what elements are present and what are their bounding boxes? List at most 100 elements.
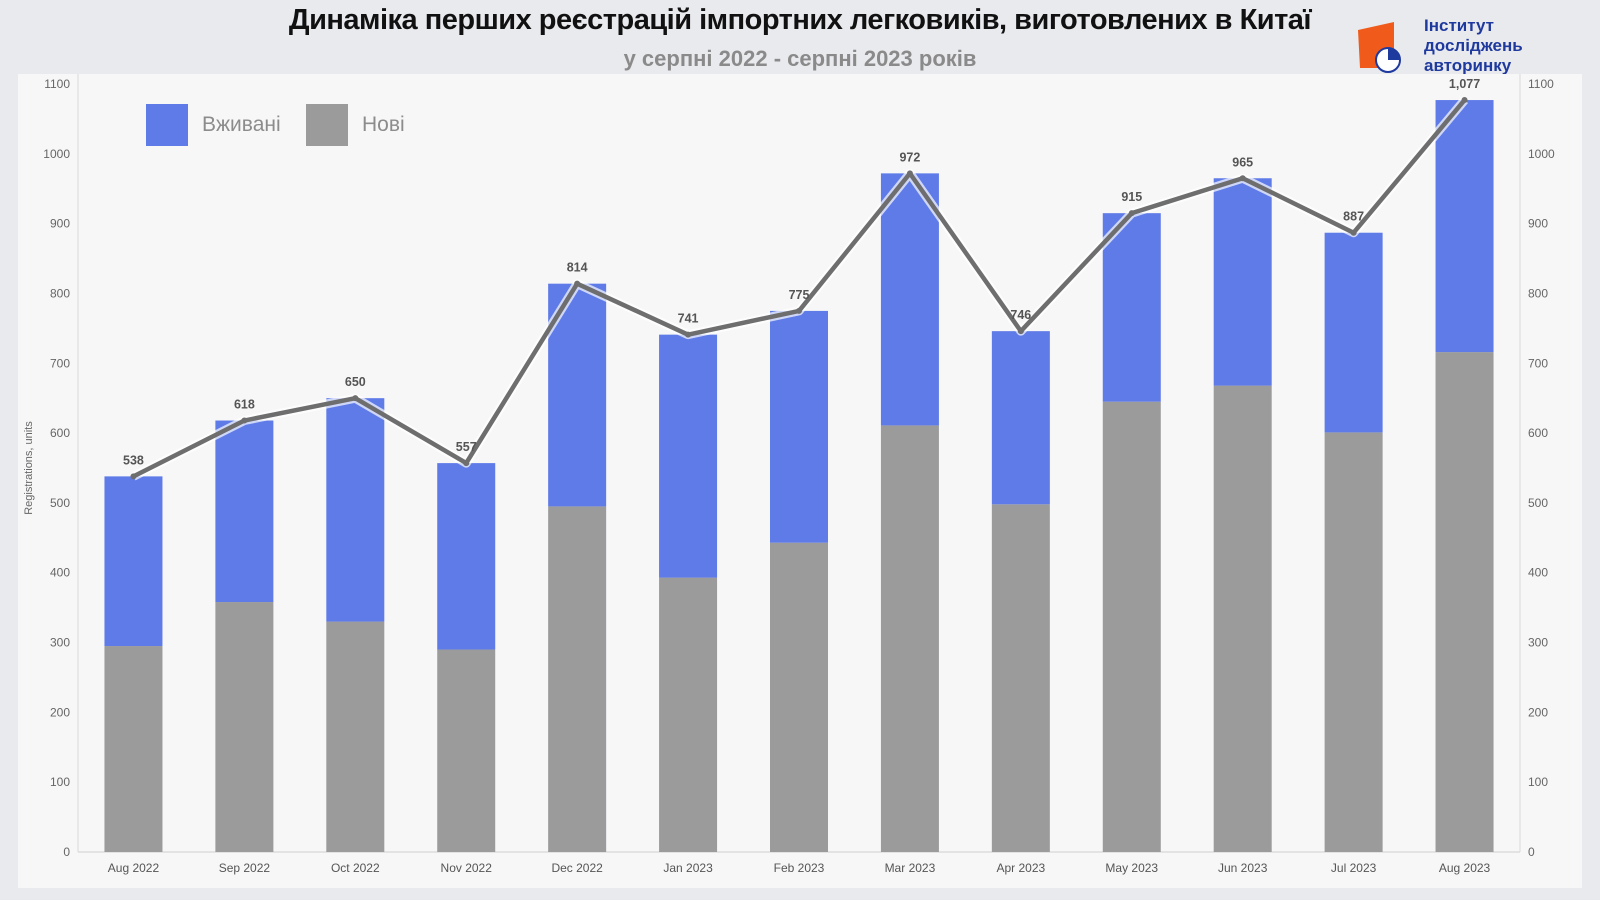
y-tick-label: 800 bbox=[50, 286, 70, 300]
y-tick-label-right: 400 bbox=[1528, 566, 1548, 580]
total-point bbox=[1350, 229, 1357, 236]
total-data-label: 557 bbox=[456, 440, 477, 454]
logo-line-2: досліджень bbox=[1424, 36, 1523, 55]
total-line bbox=[130, 97, 1468, 481]
x-tick-label: Jul 2023 bbox=[1331, 861, 1377, 875]
bar-used bbox=[770, 310, 828, 543]
y-tick-label: 900 bbox=[50, 217, 70, 231]
x-tick-label: Sep 2022 bbox=[219, 861, 271, 875]
y-tick-label-right: 500 bbox=[1528, 496, 1548, 510]
x-tick-label: Aug 2022 bbox=[108, 861, 160, 875]
y-tick-label: 100 bbox=[50, 775, 70, 789]
total-point bbox=[352, 395, 359, 402]
total-point bbox=[463, 460, 470, 467]
total-point bbox=[906, 170, 913, 177]
total-data-label: 814 bbox=[567, 261, 588, 275]
axes: 0 0 100 100 200 200 300 300 400 400 500 500 600 600 70… bbox=[23, 74, 1555, 875]
total-point bbox=[241, 417, 248, 424]
y-tick-label: 700 bbox=[50, 356, 70, 370]
y-tick-label: 600 bbox=[50, 426, 70, 440]
x-tick-label: Aug 2023 bbox=[1439, 861, 1491, 875]
total-point bbox=[574, 280, 581, 287]
bar-new bbox=[548, 506, 607, 852]
total-data-label: 618 bbox=[234, 398, 255, 412]
bar-new bbox=[770, 542, 828, 852]
total-point bbox=[130, 473, 137, 480]
bar-used bbox=[991, 331, 1050, 505]
total-data-label: 775 bbox=[789, 288, 810, 302]
bar-used bbox=[1435, 100, 1494, 353]
data-labels: 538 618 650 557 814 741 775 972 746 915 965 887 1,07… bbox=[123, 77, 1480, 467]
x-tick-label: Jan 2023 bbox=[663, 861, 713, 875]
legend-swatch-new bbox=[306, 104, 348, 146]
bar-new bbox=[1324, 432, 1383, 852]
y-tick-label-right: 300 bbox=[1528, 636, 1548, 650]
total-point bbox=[796, 307, 802, 314]
bar-new bbox=[215, 602, 274, 852]
bar-new bbox=[326, 621, 385, 852]
x-tick-label: Oct 2022 bbox=[331, 861, 380, 875]
y-tick-label-right: 600 bbox=[1528, 426, 1548, 440]
bar-used bbox=[437, 463, 496, 650]
total-point bbox=[685, 331, 692, 338]
total-point bbox=[1461, 97, 1468, 104]
y-tick-label-right: 700 bbox=[1528, 356, 1548, 370]
bar-used bbox=[1102, 213, 1161, 402]
legend-item-new: Нові bbox=[306, 104, 405, 146]
bar-new bbox=[880, 425, 939, 852]
bar-used bbox=[1213, 178, 1272, 386]
y-axis-title: Registrations, units bbox=[23, 421, 35, 515]
bar-new bbox=[1213, 385, 1272, 852]
x-tick-label: Mar 2023 bbox=[885, 861, 936, 875]
y-tick-label: 1000 bbox=[43, 147, 70, 161]
bar-used bbox=[104, 476, 163, 647]
logo-text: Інститут досліджень авторинку bbox=[1424, 16, 1523, 76]
total-data-label: 650 bbox=[345, 375, 366, 389]
bar-used bbox=[880, 173, 939, 426]
y-tick-label: 1100 bbox=[44, 77, 70, 91]
chart-title: Динаміка перших реєстрацій імпортних лег… bbox=[288, 4, 1312, 36]
total-data-label: 1,077 bbox=[1449, 77, 1480, 91]
y-tick-label-right: 0 bbox=[1528, 845, 1535, 859]
x-tick-label: May 2023 bbox=[1105, 861, 1158, 875]
total-data-label: 972 bbox=[899, 150, 920, 164]
legend-label-used: Вживані bbox=[202, 113, 281, 136]
total-data-label: 965 bbox=[1232, 155, 1253, 169]
x-tick-label: Apr 2023 bbox=[996, 861, 1045, 875]
bar-new bbox=[1102, 401, 1161, 852]
bar-used bbox=[659, 334, 718, 578]
y-tick-label-right: 800 bbox=[1528, 286, 1548, 300]
x-tick-label: Dec 2022 bbox=[551, 861, 603, 875]
y-tick-label: 0 bbox=[63, 845, 70, 859]
bar-new bbox=[991, 504, 1050, 852]
y-tick-label: 200 bbox=[50, 705, 70, 719]
x-tick-label: Feb 2023 bbox=[774, 861, 825, 875]
bar-used bbox=[215, 420, 274, 603]
total-data-label: 746 bbox=[1010, 308, 1031, 322]
legend-item-used: Вживані bbox=[146, 104, 281, 146]
bar-new bbox=[437, 649, 496, 852]
total-point bbox=[1017, 328, 1024, 335]
y-tick-label: 300 bbox=[50, 636, 70, 650]
bar-new bbox=[104, 646, 163, 852]
y-tick-label-right: 200 bbox=[1528, 705, 1548, 719]
y-tick-label: 500 bbox=[50, 496, 70, 510]
y-tick-label-right: 100 bbox=[1528, 775, 1548, 789]
institute-logo: Інститут досліджень авторинку bbox=[1354, 16, 1554, 76]
y-tick-label-right: 1100 bbox=[1528, 77, 1554, 91]
total-data-label: 741 bbox=[678, 312, 699, 326]
bar-used bbox=[1324, 232, 1383, 433]
bar-used bbox=[326, 398, 385, 622]
total-point bbox=[1128, 210, 1135, 217]
y-tick-label-right: 1000 bbox=[1528, 147, 1555, 161]
total-data-label: 538 bbox=[123, 453, 144, 467]
y-tick-label: 400 bbox=[50, 566, 70, 580]
x-tick-label: Nov 2022 bbox=[441, 861, 493, 875]
y-tick-label-right: 900 bbox=[1528, 217, 1548, 231]
chart-subtitle: у серпні 2022 - серпні 2023 років bbox=[623, 46, 977, 71]
logo-mark-icon bbox=[1358, 22, 1401, 73]
legend-swatch-used bbox=[146, 104, 188, 146]
total-point bbox=[1239, 175, 1246, 182]
logo-line-1: Інститут bbox=[1424, 16, 1494, 35]
